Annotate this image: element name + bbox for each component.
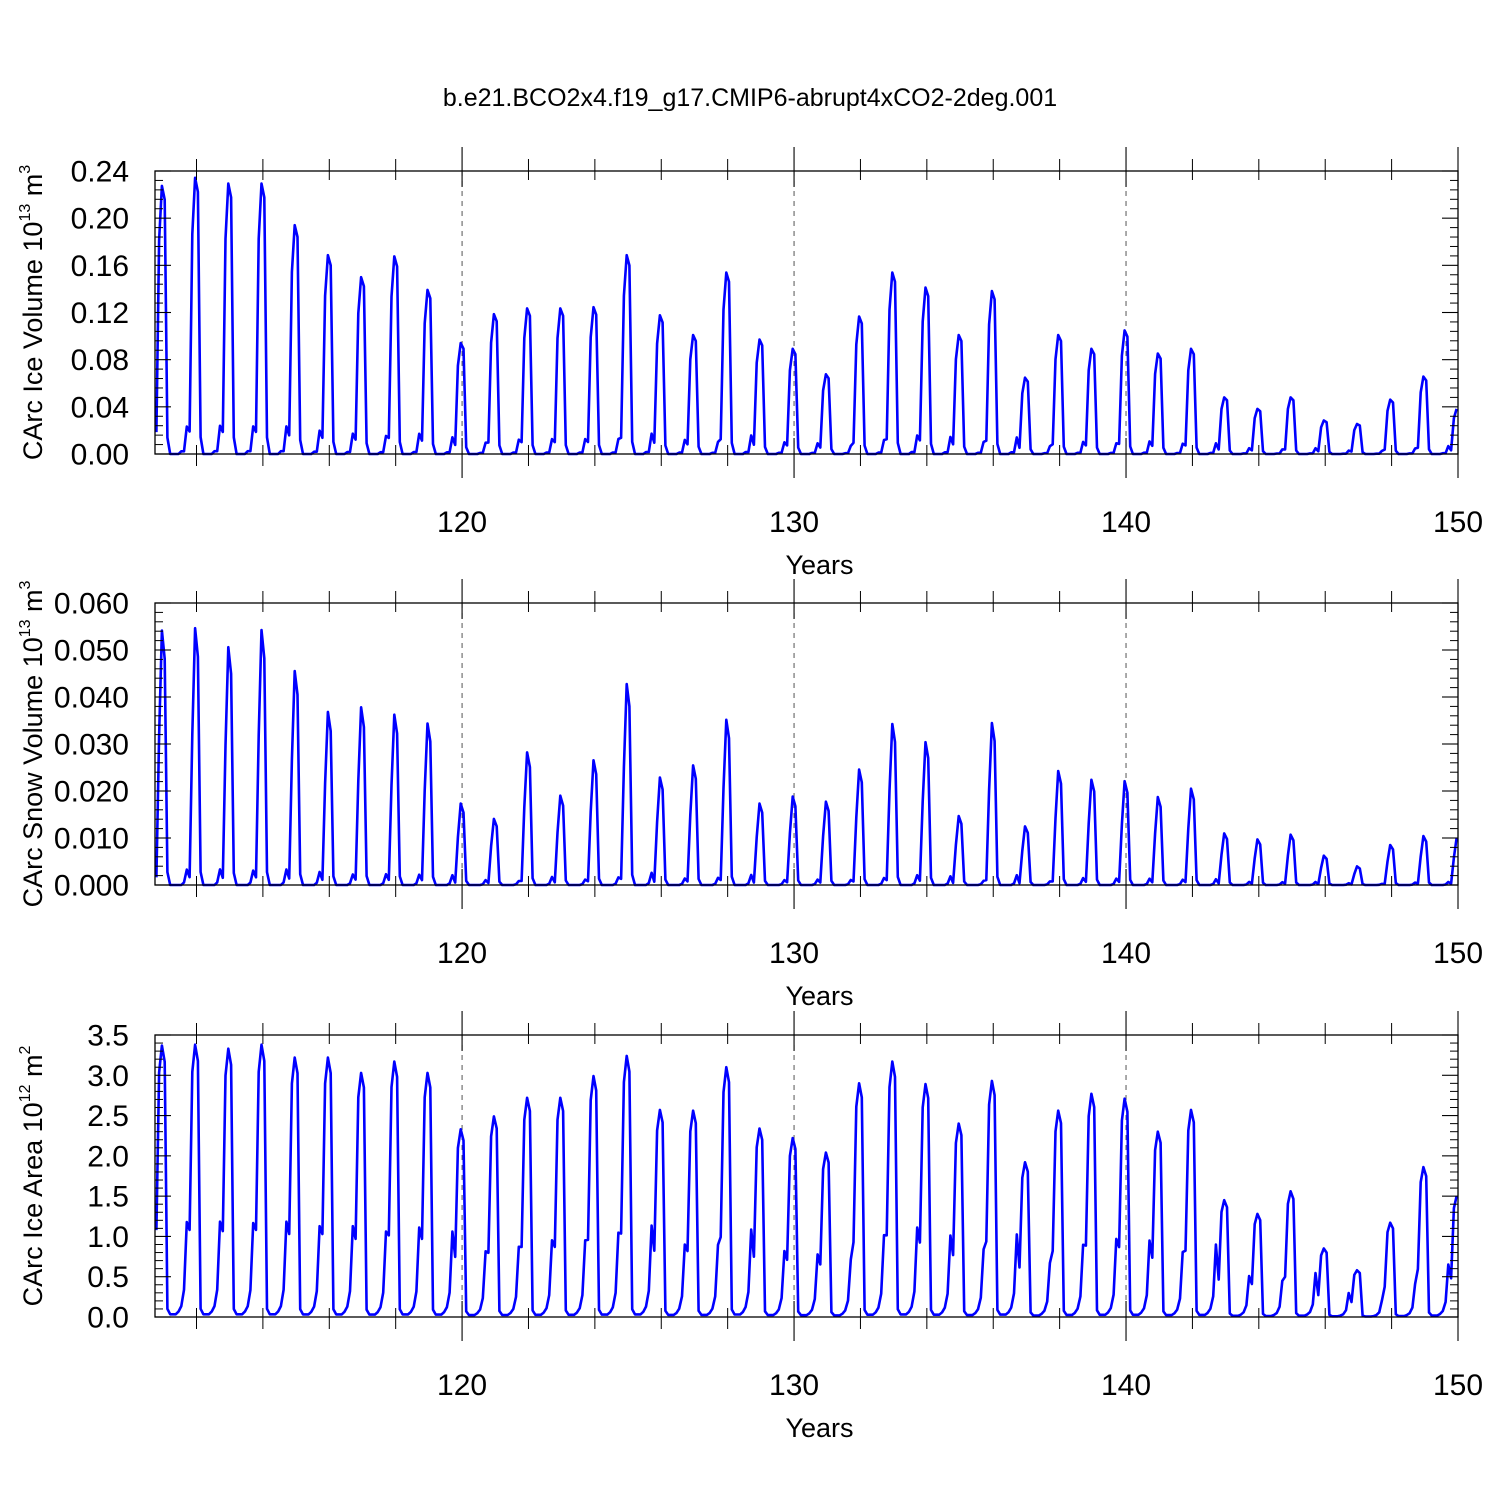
y-axis-title-unit-exp: 3 (17, 165, 34, 174)
x-axis-title: Years (785, 981, 853, 1011)
plot-frame (154, 1034, 1459, 1318)
y-tick-label: 0.030 (54, 729, 129, 762)
y-tick-label: 3.5 (87, 1020, 129, 1053)
x-tick-label: 140 (1101, 506, 1151, 539)
y-tick-label: 0.08 (71, 344, 129, 377)
x-tick-label: 150 (1433, 937, 1483, 970)
y-axis-title-unit-exp: 2 (17, 1046, 34, 1055)
y-tick-label: 0.5 (87, 1261, 129, 1294)
plot-frame (154, 602, 1459, 886)
x-tick-label: 120 (437, 506, 487, 539)
y-tick-label: 0.060 (54, 588, 129, 621)
x-tick-label: 130 (769, 1369, 819, 1402)
series-line (155, 1043, 1458, 1318)
panel-2: 0.000 0.010 0.020 0.030 0.040 0.050 0.060 120 13… (17, 579, 1483, 1011)
y-tick-label: 2.0 (87, 1140, 129, 1173)
y-tick-label: 0.20 (71, 203, 129, 236)
y-tick-label: 2.5 (87, 1100, 129, 1133)
x-tick-label: 130 (769, 506, 819, 539)
y-axis-title-exp: 13 (17, 204, 34, 222)
y-tick-label: 0.010 (54, 823, 129, 856)
y-tick-label: 3.0 (87, 1060, 129, 1093)
y-axis-title: CArc Ice Area 1012 m2 (17, 1046, 48, 1307)
x-tick-label: 150 (1433, 506, 1483, 539)
y-tick-label: 0.16 (71, 250, 129, 283)
x-tick-label: 140 (1101, 1369, 1151, 1402)
panel-1: 0.00 0.04 0.08 0.12 0.16 0.20 0.24 120 130 140 150… (17, 147, 1483, 580)
chart-title: b.e21.BCO2x4.f19_g17.CMIP6-abrupt4xCO2-2… (443, 84, 1057, 112)
y-axis-title-text: CArc Ice Volume 10 (18, 222, 48, 461)
x-tick-label: 150 (1433, 1369, 1483, 1402)
y-tick-label: 0.000 (54, 870, 129, 903)
y-axis-title-unit: m (18, 174, 48, 204)
x-tick-label: 120 (437, 937, 487, 970)
y-tick-label: 0.050 (54, 635, 129, 668)
plot-frame (154, 170, 1459, 455)
x-tick-label: 120 (437, 1369, 487, 1402)
y-axis-title-exp: 13 (17, 619, 34, 637)
series-line (155, 176, 1458, 456)
y-axis-title-unit: m (18, 1055, 48, 1085)
y-tick-label: 0.24 (71, 156, 129, 189)
y-axis-title-unit-exp: 3 (17, 580, 34, 589)
y-tick-label: 1.5 (87, 1181, 129, 1214)
y-axis-title: CArc Snow Volume 1013 m3 (17, 580, 48, 907)
y-tick-label: 0.020 (54, 776, 129, 809)
y-tick-label: 0.04 (71, 391, 129, 424)
x-axis-title: Years (785, 550, 853, 580)
panel-3: 0.0 0.5 1.0 1.5 2.0 2.5 3.0 3.5 120 130 140 150 Year… (17, 1011, 1483, 1443)
y-tick-label: 1.0 (87, 1221, 129, 1254)
series-line (155, 626, 1458, 887)
y-axis-title-exp: 12 (17, 1084, 34, 1102)
y-axis-title-text: CArc Snow Volume 10 (18, 637, 48, 907)
y-axis-title: CArc Ice Volume 1013 m3 (17, 165, 48, 460)
y-tick-label: 0.00 (71, 439, 129, 472)
y-tick-label: 0.040 (54, 682, 129, 715)
panels: 0.00 0.04 0.08 0.12 0.16 0.20 0.24 120 130 140 150… (17, 147, 1483, 1443)
x-tick-label: 130 (769, 937, 819, 970)
y-axis-title-text: CArc Ice Area 10 (18, 1102, 48, 1306)
y-tick-label: 0.12 (71, 297, 129, 330)
x-axis-title: Years (785, 1413, 853, 1443)
y-tick-label: 0.0 (87, 1302, 129, 1335)
x-tick-label: 140 (1101, 937, 1151, 970)
y-axis-title-unit: m (18, 589, 48, 619)
